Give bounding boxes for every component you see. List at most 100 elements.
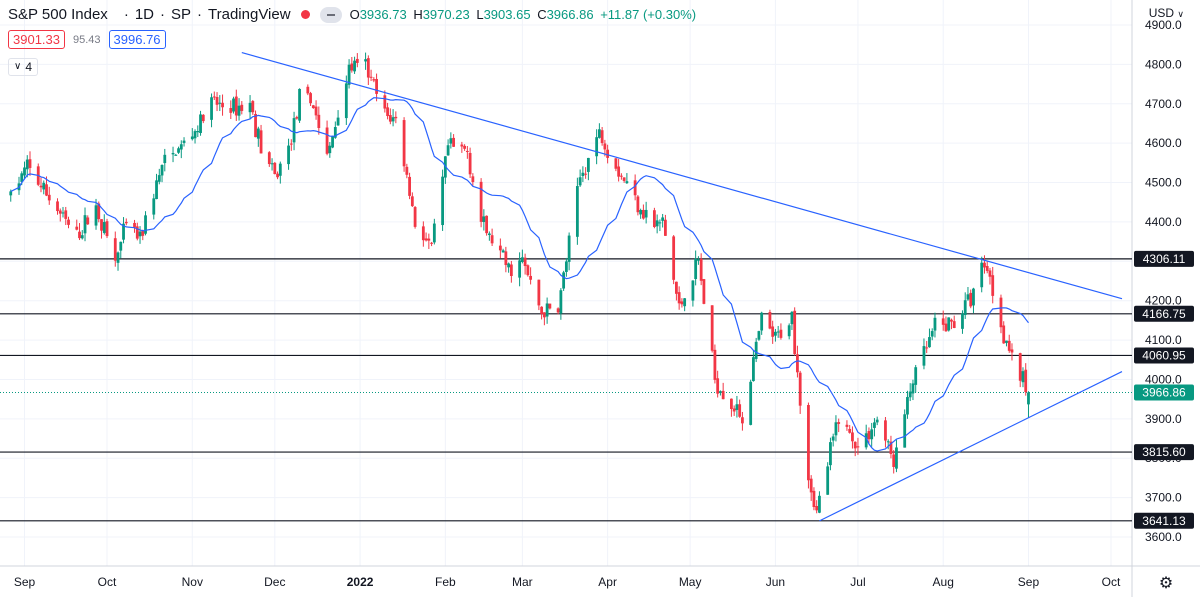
candle-body xyxy=(760,312,764,331)
candle-body xyxy=(677,292,681,304)
candle-body xyxy=(460,144,464,147)
candle-body xyxy=(776,331,780,333)
candle-body xyxy=(941,318,945,325)
y-tick-label: 4700.0 xyxy=(1145,97,1182,111)
candle-body xyxy=(644,209,648,218)
currency-menu[interactable]: USD ∨ xyxy=(1149,6,1184,20)
candle-body xyxy=(719,391,722,393)
candle-body xyxy=(259,130,263,154)
candle-body xyxy=(633,180,637,196)
high-value: 3970.23 xyxy=(422,7,470,22)
candle-body xyxy=(317,114,321,129)
candle-body xyxy=(741,417,744,424)
candle-body xyxy=(97,203,101,220)
candle-body xyxy=(837,422,841,424)
indicator-count: 4 xyxy=(25,60,33,74)
candle-body xyxy=(221,102,224,108)
chevron-down-icon: ∨ xyxy=(1177,9,1184,19)
candle-body xyxy=(273,162,277,175)
candle-body xyxy=(45,184,48,196)
x-tick-label: Oct xyxy=(98,575,117,589)
candle-body xyxy=(625,181,629,184)
candle-body xyxy=(595,137,599,157)
candle-body xyxy=(144,215,147,234)
candle-body xyxy=(952,321,956,329)
candle-body xyxy=(157,175,161,182)
candle-body xyxy=(289,143,293,145)
candle-body xyxy=(779,329,783,338)
candle-body xyxy=(578,177,582,186)
candle-body xyxy=(333,127,337,138)
candle-body xyxy=(369,76,373,78)
candle-body xyxy=(105,221,109,237)
trendline xyxy=(819,371,1123,522)
settings-gear-icon[interactable]: ⚙ xyxy=(1159,573,1173,592)
candle-body xyxy=(619,175,623,177)
candle-body xyxy=(884,420,887,441)
candle-body xyxy=(471,176,475,183)
candle-body xyxy=(1021,371,1025,383)
x-tick-label: Apr xyxy=(598,575,617,589)
candle-body xyxy=(774,331,777,336)
candle-body xyxy=(713,349,717,380)
candle-body xyxy=(807,404,810,481)
candle-body xyxy=(985,266,989,271)
candle-body xyxy=(410,196,414,207)
candle-body xyxy=(421,226,425,241)
candle-body xyxy=(930,331,934,337)
candle-body xyxy=(116,252,120,263)
candle-body xyxy=(809,478,813,493)
candle-body xyxy=(383,95,387,109)
x-tick-label: Oct xyxy=(1102,575,1121,589)
candle-body xyxy=(232,98,235,112)
candle-body xyxy=(771,326,775,337)
level-price-tag xyxy=(1134,444,1194,461)
candle-body xyxy=(933,317,937,331)
candle-body xyxy=(738,404,742,417)
candle-body xyxy=(67,219,70,225)
candle-body xyxy=(408,176,411,196)
market-closed-dot-icon[interactable] xyxy=(300,10,310,19)
candle-body xyxy=(215,97,219,105)
candle-body xyxy=(892,454,896,467)
candle-body xyxy=(556,308,560,313)
symbol-name[interactable]: S&P 500 Index xyxy=(8,6,108,23)
candle-body xyxy=(86,217,90,225)
candle-body xyxy=(501,250,505,253)
candle-body xyxy=(870,429,874,440)
candle-body xyxy=(680,301,684,305)
candle-body xyxy=(427,238,431,241)
candle-body xyxy=(309,93,312,104)
candle-body xyxy=(548,303,552,309)
x-tick-label: 2022 xyxy=(347,575,374,589)
level-price-label: 3815.60 xyxy=(1142,445,1186,459)
candle-body xyxy=(559,290,563,314)
candle-body xyxy=(1027,392,1030,405)
candle-body xyxy=(991,275,995,296)
level-price-tag xyxy=(1134,512,1194,529)
price-axis: 3600.03700.03800.03900.04000.04100.04200… xyxy=(1134,18,1194,544)
indicators-collapse-button[interactable]: ∨ 4 xyxy=(8,58,39,76)
candle-body xyxy=(314,106,318,116)
candle-body xyxy=(749,381,753,425)
sell-price-button[interactable]: 3901.33 xyxy=(8,30,65,49)
candle-body xyxy=(336,117,340,126)
candle-body xyxy=(23,167,26,176)
candle-body xyxy=(848,428,852,433)
candle-body xyxy=(347,64,351,85)
collapse-toggle-icon[interactable] xyxy=(319,6,342,23)
candle-body xyxy=(672,236,676,280)
candle-body xyxy=(80,235,84,239)
candle-body xyxy=(171,152,175,155)
interval[interactable]: 1D xyxy=(134,6,154,23)
candle-body xyxy=(540,306,544,314)
candle-body xyxy=(199,114,202,134)
buy-price-button[interactable]: 3996.76 xyxy=(108,30,166,49)
candle-body xyxy=(413,207,417,227)
candle-body xyxy=(652,210,656,227)
y-tick-label: 3600.0 xyxy=(1145,530,1182,544)
candle-body xyxy=(950,319,953,322)
candle-body xyxy=(463,145,467,149)
candle-body xyxy=(212,96,216,98)
